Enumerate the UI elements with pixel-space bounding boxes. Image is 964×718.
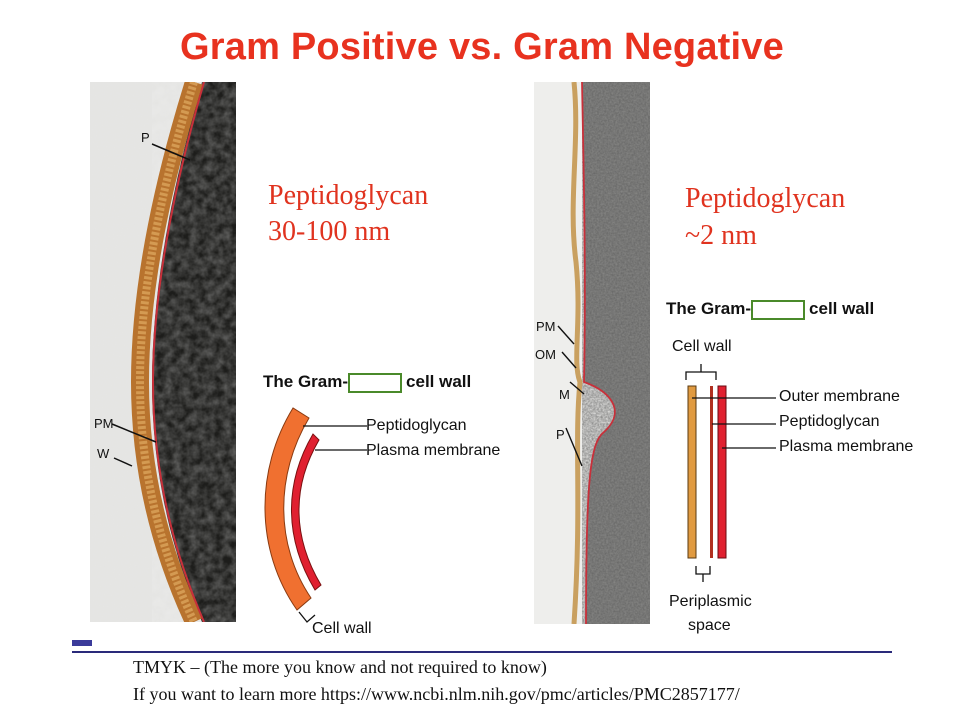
gram-positive-thickness: 30-100 nm bbox=[268, 216, 391, 247]
micro-label-w: W bbox=[97, 446, 110, 461]
gram-negative-peptidoglycan-label: Peptidoglycan bbox=[685, 183, 846, 214]
micro-label-om: OM bbox=[535, 347, 556, 362]
footer-accent-bar bbox=[72, 640, 92, 646]
gram-positive-peptidoglycan-label: Peptidoglycan bbox=[268, 180, 429, 211]
gram-negative-label-peptidoglycan: Peptidoglycan bbox=[779, 413, 880, 430]
gram-positive-label-cell-wall: Cell wall bbox=[312, 620, 372, 637]
micro-label-pm: PM bbox=[94, 416, 114, 431]
gram-positive-wall-diagram bbox=[264, 407, 367, 623]
leader-line-p bbox=[151, 143, 191, 161]
gram-negative-wall-diagram bbox=[685, 364, 776, 582]
leader-line-w bbox=[113, 457, 133, 467]
slide-title: Gram Positive vs. Gram Negative bbox=[180, 26, 784, 68]
gram-negative-label-space: space bbox=[688, 617, 731, 634]
micro-label-p-negative: P bbox=[556, 427, 565, 442]
gram-negative-label-outer-membrane: Outer membrane bbox=[779, 388, 900, 405]
micro-label-pm-negative: PM bbox=[536, 319, 556, 334]
gram-positive-micrograph bbox=[90, 82, 236, 622]
gram-negative-label-plasma-membrane: Plasma membrane bbox=[779, 438, 914, 455]
blank-box bbox=[348, 372, 403, 393]
micro-label-p: P bbox=[141, 130, 150, 145]
gram-negative-thickness: ~2 nm bbox=[685, 220, 757, 251]
leader-line-pm bbox=[111, 423, 157, 443]
gram-negative-micrograph bbox=[534, 82, 650, 624]
gram-negative-diagram-heading: The Gram-cell wall bbox=[666, 299, 875, 320]
micro-label-m: M bbox=[559, 387, 570, 402]
footer-divider bbox=[72, 651, 892, 653]
gram-positive-label-plasma-membrane: Plasma membrane bbox=[366, 442, 501, 459]
gram-negative-label-cell-wall: Cell wall bbox=[672, 338, 732, 355]
footer-note-line2: If you want to learn more https://www.nc… bbox=[133, 684, 740, 704]
gram-positive-diagram-heading: The Gram-cell wall bbox=[263, 372, 472, 393]
gram-positive-label-peptidoglycan: Peptidoglycan bbox=[366, 417, 467, 434]
gram-negative-label-periplasmic: Periplasmic bbox=[669, 593, 752, 610]
footer-note-line1: TMYK – (The more you know and not requir… bbox=[133, 657, 547, 677]
blank-box bbox=[751, 299, 806, 320]
